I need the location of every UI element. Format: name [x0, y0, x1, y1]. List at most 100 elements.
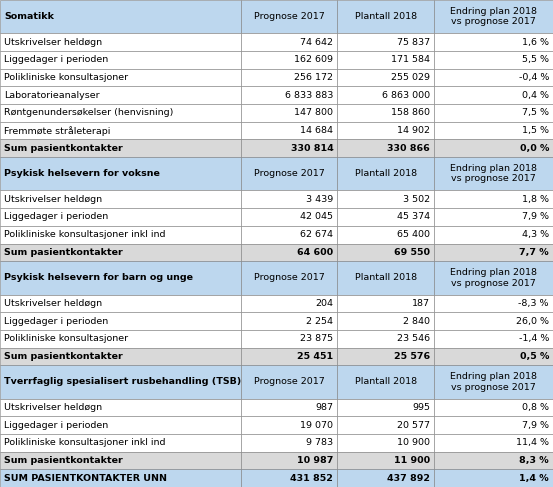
Bar — [434, 104, 553, 122]
Bar — [0, 190, 241, 208]
Text: 7,7 %: 7,7 % — [519, 248, 549, 257]
Bar — [241, 295, 337, 312]
Text: Sum pasientkontakter: Sum pasientkontakter — [4, 456, 123, 465]
Text: 162 609: 162 609 — [294, 56, 333, 64]
Text: Prognose 2017: Prognose 2017 — [254, 377, 324, 387]
Bar — [434, 399, 553, 416]
Text: Utskrivelser heldøgn: Utskrivelser heldøgn — [4, 195, 102, 204]
Text: 10 900: 10 900 — [397, 438, 430, 448]
Text: 11,4 %: 11,4 % — [516, 438, 549, 448]
Text: SUM PASIENTKONTAKTER UNN: SUM PASIENTKONTAKTER UNN — [4, 474, 167, 483]
Bar — [241, 208, 337, 226]
Text: 7,9 %: 7,9 % — [522, 212, 549, 222]
Bar — [434, 69, 553, 86]
Text: Polikliniske konsultasjoner inkl ind: Polikliniske konsultasjoner inkl ind — [4, 438, 165, 448]
Text: 0,5 %: 0,5 % — [520, 352, 549, 361]
Bar — [241, 157, 337, 190]
Text: 1,5 %: 1,5 % — [522, 126, 549, 135]
Text: Endring plan 2018
vs prognose 2017: Endring plan 2018 vs prognose 2017 — [450, 268, 537, 287]
Text: 204: 204 — [315, 299, 333, 308]
Text: 0,0 %: 0,0 % — [520, 144, 549, 153]
Text: Plantall 2018: Plantall 2018 — [354, 169, 417, 178]
Bar — [241, 34, 337, 51]
Text: 187: 187 — [412, 299, 430, 308]
Bar — [0, 104, 241, 122]
Text: 64 600: 64 600 — [297, 248, 333, 257]
Text: 995: 995 — [412, 403, 430, 412]
Bar — [434, 86, 553, 104]
Bar — [434, 208, 553, 226]
Bar — [0, 139, 241, 157]
Text: -0,4 %: -0,4 % — [519, 73, 549, 82]
Bar — [0, 261, 241, 295]
Text: Fremmøte stråleterapi: Fremmøte stråleterapi — [4, 126, 111, 135]
Text: 5,5 %: 5,5 % — [522, 56, 549, 64]
Text: -8,3 %: -8,3 % — [519, 299, 549, 308]
Bar — [434, 365, 553, 399]
Bar — [0, 86, 241, 104]
Bar — [337, 139, 434, 157]
Bar — [241, 122, 337, 139]
Bar — [0, 330, 241, 348]
Text: 330 866: 330 866 — [387, 144, 430, 153]
Text: 74 642: 74 642 — [300, 37, 333, 47]
Text: 6 863 000: 6 863 000 — [382, 91, 430, 100]
Bar — [337, 51, 434, 69]
Bar — [434, 416, 553, 434]
Bar — [0, 157, 241, 190]
Bar — [337, 208, 434, 226]
Text: 437 892: 437 892 — [387, 474, 430, 483]
Bar — [337, 434, 434, 451]
Bar — [434, 122, 553, 139]
Text: 256 172: 256 172 — [294, 73, 333, 82]
Bar — [337, 451, 434, 469]
Bar — [241, 190, 337, 208]
Text: 171 584: 171 584 — [391, 56, 430, 64]
Text: Røntgenundersøkelser (henvisning): Røntgenundersøkelser (henvisning) — [4, 109, 174, 117]
Bar — [0, 365, 241, 399]
Text: 25 576: 25 576 — [394, 352, 430, 361]
Text: Utskrivelser heldøgn: Utskrivelser heldøgn — [4, 299, 102, 308]
Bar — [337, 86, 434, 104]
Text: Tverrfaglig spesialisert rusbehandling (TSB): Tverrfaglig spesialisert rusbehandling (… — [4, 377, 241, 387]
Bar — [337, 348, 434, 365]
Bar — [337, 295, 434, 312]
Text: Prognose 2017: Prognose 2017 — [254, 169, 324, 178]
Text: Liggedager i perioden: Liggedager i perioden — [4, 421, 108, 430]
Text: 8,3 %: 8,3 % — [519, 456, 549, 465]
Text: 23 546: 23 546 — [397, 334, 430, 343]
Bar — [337, 399, 434, 416]
Bar — [337, 365, 434, 399]
Text: 20 577: 20 577 — [397, 421, 430, 430]
Text: 7,9 %: 7,9 % — [522, 421, 549, 430]
Bar — [337, 157, 434, 190]
Text: 147 800: 147 800 — [294, 109, 333, 117]
Bar — [241, 104, 337, 122]
Bar — [0, 399, 241, 416]
Bar — [241, 330, 337, 348]
Bar — [0, 208, 241, 226]
Bar — [434, 451, 553, 469]
Text: Endring plan 2018
vs prognose 2017: Endring plan 2018 vs prognose 2017 — [450, 7, 537, 26]
Bar — [0, 34, 241, 51]
Text: 1,8 %: 1,8 % — [522, 195, 549, 204]
Bar — [434, 0, 553, 34]
Bar — [434, 312, 553, 330]
Bar — [337, 104, 434, 122]
Text: 23 875: 23 875 — [300, 334, 333, 343]
Bar — [434, 434, 553, 451]
Bar — [0, 312, 241, 330]
Text: 0,8 %: 0,8 % — [522, 403, 549, 412]
Text: 0,4 %: 0,4 % — [522, 91, 549, 100]
Text: Polikliniske konsultasjoner: Polikliniske konsultasjoner — [4, 334, 128, 343]
Bar — [337, 226, 434, 244]
Bar — [337, 244, 434, 261]
Text: Endring plan 2018
vs prognose 2017: Endring plan 2018 vs prognose 2017 — [450, 164, 537, 184]
Text: Prognose 2017: Prognose 2017 — [254, 273, 324, 282]
Text: Utskrivelser heldøgn: Utskrivelser heldøgn — [4, 37, 102, 47]
Bar — [241, 312, 337, 330]
Bar — [337, 261, 434, 295]
Text: 3 439: 3 439 — [306, 195, 333, 204]
Bar — [0, 0, 241, 34]
Text: 987: 987 — [315, 403, 333, 412]
